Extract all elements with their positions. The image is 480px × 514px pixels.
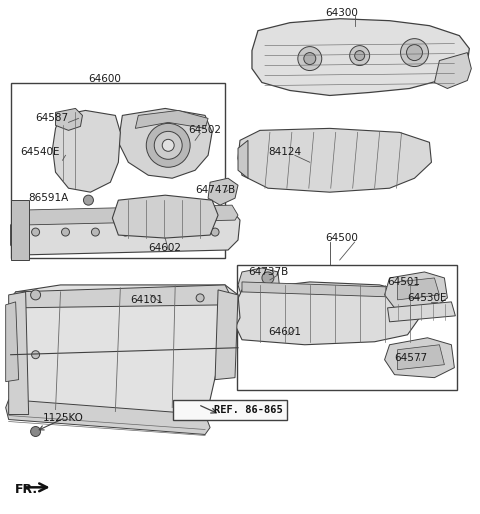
Text: 64530E: 64530E	[408, 293, 447, 303]
Circle shape	[31, 290, 41, 300]
Polygon shape	[112, 195, 218, 238]
Circle shape	[32, 351, 39, 359]
Text: 64737B: 64737B	[248, 267, 288, 277]
Polygon shape	[238, 268, 280, 300]
Circle shape	[146, 123, 190, 167]
Polygon shape	[119, 108, 212, 178]
Text: 64577: 64577	[395, 353, 428, 363]
Circle shape	[32, 228, 39, 236]
Text: 86591A: 86591A	[29, 193, 69, 203]
FancyArrowPatch shape	[25, 484, 47, 491]
Text: 64540E: 64540E	[21, 148, 60, 157]
Polygon shape	[11, 285, 230, 308]
Text: 64500: 64500	[325, 233, 358, 243]
Circle shape	[407, 45, 422, 61]
Text: 64101: 64101	[130, 295, 163, 305]
Polygon shape	[252, 19, 469, 96]
Circle shape	[162, 139, 174, 151]
Polygon shape	[397, 345, 444, 370]
Circle shape	[121, 228, 129, 236]
Text: 64602: 64602	[148, 243, 181, 253]
Circle shape	[91, 228, 99, 236]
Circle shape	[298, 47, 322, 70]
Polygon shape	[9, 285, 240, 415]
Polygon shape	[235, 282, 420, 345]
Polygon shape	[215, 290, 238, 380]
Text: 64600: 64600	[88, 74, 121, 83]
Polygon shape	[384, 272, 447, 310]
Text: REF. 86-865: REF. 86-865	[214, 405, 282, 415]
Polygon shape	[397, 278, 439, 300]
Polygon shape	[238, 140, 248, 178]
Text: 64747B: 64747B	[195, 185, 235, 195]
Polygon shape	[238, 128, 432, 192]
Circle shape	[84, 195, 94, 205]
Circle shape	[196, 294, 204, 302]
Text: 64601: 64601	[268, 327, 301, 337]
Bar	[237, 265, 457, 390]
Polygon shape	[135, 111, 208, 128]
Text: FR.: FR.	[15, 483, 38, 496]
Circle shape	[304, 52, 316, 65]
Circle shape	[400, 39, 429, 66]
Text: 64587: 64587	[36, 114, 69, 123]
Text: 1125KO: 1125KO	[43, 413, 84, 423]
Polygon shape	[384, 338, 455, 378]
Polygon shape	[6, 399, 210, 434]
Text: 84124: 84124	[268, 148, 301, 157]
Polygon shape	[12, 205, 238, 225]
Polygon shape	[11, 210, 240, 255]
FancyBboxPatch shape	[173, 399, 287, 419]
Polygon shape	[6, 302, 19, 381]
Text: 64300: 64300	[325, 8, 358, 17]
Text: 64502: 64502	[188, 125, 221, 135]
Circle shape	[350, 46, 370, 66]
Circle shape	[151, 228, 159, 236]
Polygon shape	[387, 302, 456, 322]
Bar	[11, 83, 225, 258]
Polygon shape	[242, 282, 420, 298]
Text: 64501: 64501	[387, 277, 420, 287]
Polygon shape	[9, 292, 29, 415]
Circle shape	[211, 228, 219, 236]
Circle shape	[61, 228, 70, 236]
Polygon shape	[11, 200, 29, 260]
Polygon shape	[52, 111, 120, 192]
Circle shape	[31, 427, 41, 436]
Polygon shape	[56, 108, 83, 131]
Polygon shape	[434, 52, 471, 88]
Polygon shape	[208, 178, 238, 205]
Circle shape	[262, 272, 274, 284]
Circle shape	[154, 132, 182, 159]
Circle shape	[355, 50, 365, 61]
Circle shape	[181, 228, 189, 236]
